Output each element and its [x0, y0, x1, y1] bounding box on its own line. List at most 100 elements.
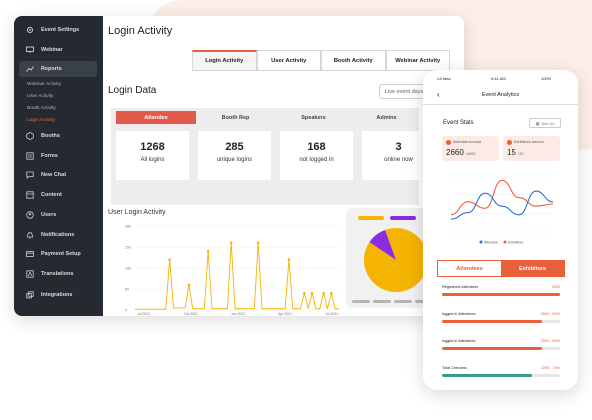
- page-title: Login Activity: [108, 25, 173, 37]
- dashboard-window: Event Settings Webinar Reports Booths Forms N…: [14, 16, 464, 316]
- legend-placeholder: [373, 300, 391, 303]
- tab-login-activity[interactable]: Login Activity: [192, 50, 257, 71]
- date-value: Dec 01: [541, 120, 555, 126]
- sidebar-subitem-user-activity[interactable]: User Activity: [27, 94, 54, 99]
- tab-attendees[interactable]: Attendees: [438, 261, 501, 276]
- x-tick-label: Oct 2021: [184, 312, 198, 316]
- sidebar-item-event-settings[interactable]: Event Settings: [19, 22, 97, 38]
- series-line: [450, 179, 554, 216]
- tab-exhibitors[interactable]: Exhibitors: [501, 261, 564, 276]
- data-point: [256, 241, 260, 245]
- sidebar-item-new-chat[interactable]: New Chat: [19, 167, 97, 183]
- sidebar-subitem-booth-activity[interactable]: Booth Activity: [27, 106, 56, 111]
- cube-icon: [26, 132, 34, 140]
- sidebar-item-label: Forms: [41, 153, 58, 159]
- sidebar-item-reports[interactable]: Reports: [19, 61, 97, 77]
- status-battery: 100%: [541, 76, 552, 81]
- tab-user-activity[interactable]: User Activity: [256, 50, 321, 71]
- legend-dot: [479, 240, 483, 244]
- legend-swatch: [390, 216, 416, 220]
- sidebar-item-label: Integrations: [41, 292, 73, 298]
- progress-track: [442, 320, 560, 323]
- sidebar-item-translations[interactable]: Translations: [19, 266, 97, 282]
- data-point: [168, 258, 171, 261]
- series-line: [135, 242, 339, 310]
- user-icon: [26, 211, 34, 219]
- card-icon: [26, 250, 34, 258]
- monitor-icon: [26, 46, 34, 54]
- x-tick-label: Jan 2021: [231, 312, 245, 316]
- sidebar-item-label: New Chat: [41, 172, 67, 178]
- x-tick-label: Jul 2021: [325, 312, 338, 316]
- sidebar-item-label: Payment Setup: [41, 251, 81, 257]
- status-time: 9:41 AM: [491, 76, 506, 81]
- data-point: [206, 249, 210, 253]
- mobile-app: ••ll Idea 9:41 AM 100% ‹ Event Analytics…: [423, 70, 578, 390]
- progress-track: [442, 374, 560, 377]
- series-line: [450, 190, 554, 220]
- sidebar-subitem-login-activity[interactable]: Login Activity: [27, 118, 55, 123]
- stats-panel: Attendee Booth Rep Speakers Admins 1268 …: [111, 108, 435, 205]
- data-point: [330, 291, 333, 295]
- legend-swatch: [358, 216, 384, 220]
- y-tick-label: 200: [125, 225, 131, 229]
- data-point: [310, 291, 314, 295]
- back-arrow-icon[interactable]: ‹: [437, 90, 440, 99]
- stat-label: unique logins: [216, 157, 253, 163]
- calendar-icon: ▦: [535, 120, 540, 126]
- sidebar: Event Settings Webinar Reports Booths Forms N…: [14, 16, 103, 316]
- tab-booth-rep[interactable]: Booth Rep: [221, 114, 250, 121]
- data-point: [303, 291, 306, 295]
- bell-icon: [26, 231, 34, 239]
- tab-booth-activity[interactable]: Booth Activity: [321, 50, 386, 71]
- section-title: Login Data: [108, 85, 157, 96]
- sidebar-item-users[interactable]: Users: [19, 207, 97, 223]
- stat-card-not-logged-in: 168 not logged in: [280, 131, 353, 180]
- progress-value: 2550 - 60%: [540, 312, 560, 316]
- stat-value: 3: [395, 141, 402, 153]
- stat-card-all-logins: 1268 All logins: [116, 131, 189, 180]
- progress-track: [442, 293, 560, 296]
- attendee-dot-icon: [446, 140, 451, 145]
- login-activity-chart: 200 150 100 50 0 Jul 2021 Oct 2021 Jan 2021 Apr …: [125, 225, 339, 316]
- kpi-label: Exhibitors turnout: [514, 140, 544, 144]
- trend-icon: [26, 65, 34, 73]
- pie-slice: [369, 229, 396, 260]
- sidebar-item-label: Webinar: [41, 47, 63, 53]
- legend-placeholder: [352, 300, 370, 303]
- stat-value: 285: [225, 141, 244, 153]
- progress-value: 3600: [551, 285, 560, 289]
- progress-fill: [442, 320, 543, 323]
- stat-label: online now: [384, 157, 413, 163]
- sidebar-item-content[interactable]: Content: [19, 187, 97, 203]
- sidebar-item-label: Reports: [41, 66, 62, 72]
- stat-card-unique-logins: 285 unique logins: [198, 131, 271, 180]
- progress-fill: [442, 293, 560, 296]
- sidebar-item-booths[interactable]: Booths: [19, 128, 97, 144]
- sidebar-item-forms[interactable]: Forms: [19, 148, 97, 164]
- progress-label: Total Checkins: [442, 366, 467, 370]
- data-point: [287, 258, 291, 261]
- sidebar-item-label: Notifications: [41, 232, 75, 238]
- kpi-value: 2660 /4000: [446, 148, 476, 157]
- legend-placeholder: [394, 300, 412, 303]
- tab-attendee[interactable]: Attendee: [116, 111, 196, 124]
- y-tick-label: 50: [125, 288, 129, 292]
- sidebar-item-label: Booths: [41, 133, 60, 139]
- kpi-value: 15 /20: [507, 148, 524, 157]
- status-carrier: ••ll Idea: [437, 76, 451, 81]
- translate-icon: [26, 270, 34, 278]
- date-picker[interactable]: ▦ Dec 01: [529, 118, 561, 128]
- sidebar-item-webinar[interactable]: Webinar: [19, 42, 97, 58]
- tab-speakers[interactable]: Speakers: [301, 114, 326, 121]
- sidebar-item-integrations[interactable]: Integrations: [19, 287, 97, 303]
- stat-value: 168: [307, 141, 326, 153]
- sidebar-item-payment-setup[interactable]: Payment Setup: [19, 246, 97, 262]
- tab-admins[interactable]: Admins: [376, 114, 397, 121]
- x-tick-label: Apr 2021: [278, 312, 292, 316]
- sidebar-item-label: Content: [41, 192, 62, 198]
- tab-webinar-activity[interactable]: Webinar Activity: [385, 50, 450, 71]
- sidebar-item-notifications[interactable]: Notifications: [19, 227, 97, 243]
- sidebar-subitem-webinar-activity[interactable]: Webinar Activity: [27, 82, 62, 87]
- progress-label: Registered Attendees: [442, 285, 479, 289]
